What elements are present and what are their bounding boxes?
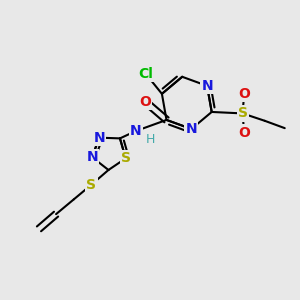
Text: O: O — [140, 95, 151, 109]
Text: O: O — [238, 126, 250, 140]
Text: N: N — [86, 150, 98, 164]
Text: S: S — [121, 152, 131, 165]
Text: N: N — [93, 131, 105, 145]
Text: O: O — [238, 87, 250, 101]
Text: S: S — [238, 106, 248, 120]
Text: N: N — [186, 122, 197, 136]
Text: N: N — [201, 79, 213, 93]
Text: Cl: Cl — [138, 67, 153, 81]
Text: H: H — [146, 133, 156, 146]
Text: N: N — [130, 124, 141, 138]
Text: S: S — [86, 178, 96, 192]
